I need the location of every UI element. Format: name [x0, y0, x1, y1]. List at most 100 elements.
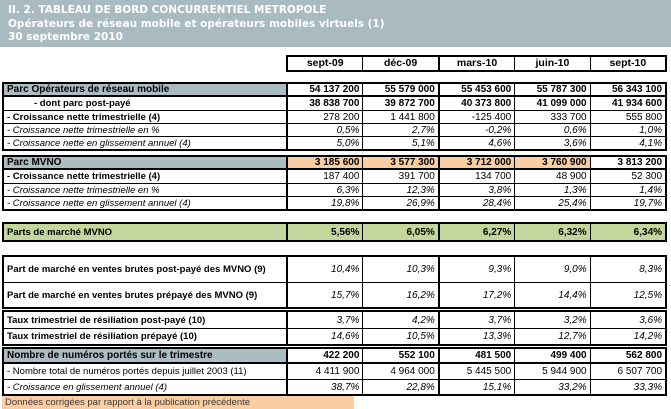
- value-cell: 6,05%: [362, 224, 438, 240]
- value-cell: 4,1%: [589, 137, 665, 149]
- value-cell: 5 445 500: [437, 364, 514, 379]
- value-cell: -0,2%: [437, 124, 514, 136]
- row-label: Parc MVNO: [4, 157, 288, 168]
- value-cell: 26,9%: [362, 197, 437, 209]
- value-cell: 3,2%: [514, 312, 589, 328]
- value-cell: 14,4%: [514, 283, 589, 307]
- value-cell: 1 441 800: [362, 111, 437, 123]
- value-cell: 6,3%: [336, 184, 360, 196]
- block-parc-mvno: Parc MVNO 3 185 600 3 577 300 3 712 000 3 76…: [2, 155, 667, 211]
- value-cell: 22,8%: [362, 380, 437, 394]
- value-cell: 2,7%: [362, 124, 437, 136]
- value-cell: 13,3%: [437, 329, 514, 344]
- table-row: Parc Opérateurs de réseau mobile 54 137 2…: [4, 84, 665, 97]
- value-cell: 6 507 700: [589, 364, 665, 379]
- table-row: Nombre de numéros portés sur le trimestr…: [4, 349, 665, 364]
- value-cell: 3 813 200: [589, 157, 665, 168]
- value-cell: 481 500: [437, 349, 514, 362]
- block-parts-de-marche-mvno: Parts de marché MVNO 5,56% 6,05% 6,27% 6,32%…: [2, 222, 667, 242]
- row-label: Taux trimestriel de résiliation post-pay…: [4, 312, 288, 328]
- row-label: Parts de marché MVNO: [4, 224, 288, 240]
- value-cell: 55 787 300: [514, 84, 589, 95]
- value-cell: 4,2%: [362, 312, 437, 328]
- row-label: - Croissance nette trimestrielle en %: [4, 184, 288, 196]
- value-cell: 5,56%: [288, 224, 363, 240]
- table-row: Parts de marché MVNO 5,56% 6,05% 6,27% 6,32%…: [4, 224, 666, 240]
- value-cell: 3,7%: [437, 312, 514, 328]
- value-cell: 562 800: [589, 349, 665, 362]
- value-cell: 28,4%: [437, 197, 514, 209]
- value-cell: 41 099 000: [514, 97, 589, 110]
- row-label: - Croissance nette trimestrielle (4): [4, 111, 288, 123]
- row-label: - Croissance nette en glissement annuel …: [4, 137, 288, 149]
- value-cell: 0,5%: [336, 124, 360, 136]
- value-cell: 9,3%: [437, 257, 514, 282]
- value-cell: 552 100: [362, 349, 437, 362]
- value-cell: 10,5%: [362, 329, 437, 344]
- table-row: Taux trimestriel de résiliation post-pay…: [4, 312, 665, 328]
- block-parts-marche-ventes-brutes: Part de marché en ventes brutes post-pay…: [2, 255, 667, 309]
- block-numeros-portes: Nombre de numéros portés sur le trimestr…: [2, 347, 667, 396]
- column-header: sept-10: [589, 57, 665, 70]
- value-cell: 134 700: [437, 170, 514, 183]
- value-cell: 39 872 700: [362, 97, 437, 110]
- row-label: Taux trimestriel de résiliation prépayé …: [4, 329, 288, 344]
- value-cell: 8,3%: [589, 257, 665, 282]
- value-cell: 187 400: [323, 171, 360, 182]
- column-header: déc-09: [362, 57, 437, 70]
- value-cell: 6,34%: [589, 224, 666, 240]
- row-label: - Nombre total de numéros portés depuis …: [4, 364, 288, 379]
- value-cell: 10,4%: [331, 264, 360, 275]
- value-cell: 33,3%: [589, 380, 665, 394]
- value-cell: 14,2%: [589, 329, 665, 344]
- report-header-band: II. 2. TABLEAU DE BORD CONCURRENTIEL MET…: [0, 0, 671, 47]
- row-label: Part de marché en ventes brutes prépayé …: [4, 283, 288, 307]
- value-cell: 12,5%: [589, 283, 665, 307]
- value-cell: 5,0%: [336, 137, 360, 149]
- value-cell: 3 185 600: [288, 157, 363, 168]
- table-row: - Croissance nette en glissement annuel …: [4, 196, 665, 209]
- value-cell: 25,4%: [514, 197, 589, 209]
- column-header-row: sept-09 déc-09 mars-10 juin-10 sept-10: [286, 55, 667, 72]
- table-row: - Croissance nette trimestrielle (4) 278 …: [4, 110, 665, 123]
- value-cell: 3 712 000: [437, 157, 515, 168]
- report-subtitle: Opérateurs de réseau mobile et opérateur…: [8, 17, 385, 30]
- column-header: sept-09: [306, 57, 344, 69]
- value-cell: 38 838 700: [309, 98, 360, 109]
- row-label: Part de marché en ventes brutes post-pay…: [4, 257, 288, 282]
- value-cell: 52 300: [589, 170, 665, 183]
- block-taux-resiliation: Taux trimestriel de résiliation post-pay…: [2, 310, 667, 346]
- row-label: Parc Opérateurs de réseau mobile: [4, 84, 288, 95]
- column-header: mars-10: [437, 57, 514, 70]
- value-cell: 16,2%: [362, 283, 437, 307]
- value-cell: 10,3%: [362, 257, 437, 282]
- report-date: 30 septembre 2010: [8, 31, 123, 43]
- table-row: Part de marché en ventes brutes post-pay…: [4, 257, 665, 282]
- value-cell: 333 700: [514, 111, 589, 123]
- table-row: - Croissance nette en glissement annuel …: [4, 136, 665, 149]
- value-cell: 0,6%: [514, 124, 589, 136]
- value-cell: 3,8%: [437, 184, 514, 196]
- value-cell: 3 760 900: [514, 157, 590, 168]
- row-label: - Croissance en glissement annuel (4): [4, 380, 288, 394]
- value-cell: 555 800: [589, 111, 665, 123]
- value-cell: 4 411 900: [315, 366, 360, 377]
- value-cell: 33,2%: [514, 380, 589, 394]
- value-cell: 499 400: [514, 349, 589, 362]
- table-row: Taux trimestriel de résiliation prépayé …: [4, 328, 665, 344]
- value-cell: 41 934 600: [589, 97, 665, 110]
- table-row: - Croissance nette trimestrielle en % 0,5…: [4, 123, 665, 136]
- table-row: - Nombre total de numéros portés depuis …: [4, 364, 665, 379]
- table-row: - Croissance nette trimestrielle en % 6,3…: [4, 183, 665, 196]
- value-cell: 15,7%: [331, 289, 360, 301]
- row-label: - Croissance nette trimestrielle en %: [4, 124, 288, 136]
- value-cell: 54 137 200: [309, 84, 360, 95]
- value-cell: 12,7%: [514, 329, 589, 344]
- value-cell: 5 944 900: [514, 364, 589, 379]
- row-label: - Croissance nette en glissement annuel …: [4, 197, 288, 209]
- value-cell: 3,6%: [514, 137, 589, 149]
- value-cell: 3 577 300: [362, 157, 438, 168]
- value-cell: 1,0%: [589, 124, 665, 136]
- value-cell: 14,6%: [331, 331, 360, 342]
- value-cell: 3,6%: [589, 312, 665, 328]
